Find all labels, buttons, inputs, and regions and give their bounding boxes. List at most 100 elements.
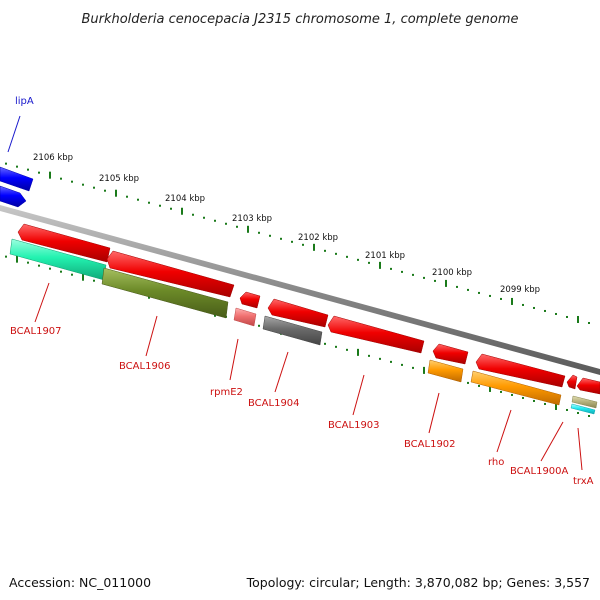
outer-ruler-major-tick <box>577 315 579 323</box>
inner-ruler-minor-tick <box>533 399 535 402</box>
inner-ruler-minor-tick <box>544 402 546 405</box>
outer-ruler-minor-tick <box>566 315 568 318</box>
outer-ruler-minor-tick <box>280 237 282 240</box>
outer-ruler-minor-tick <box>478 291 480 294</box>
outer-ruler-minor-tick <box>170 207 172 210</box>
gene-rpmE2-arrow[interactable] <box>239 291 261 309</box>
map-title: Burkholderia cenocepacia J2315 chromosom… <box>81 12 518 27</box>
inner-ruler-minor-tick <box>412 366 414 369</box>
outer-ruler-major-tick <box>379 261 381 269</box>
outer-ruler-minor-tick <box>412 273 414 276</box>
gene-BCAL1900A-arrow[interactable] <box>566 374 578 390</box>
outer-ruler-minor-tick <box>489 294 491 297</box>
outer-ruler-major-tick <box>247 225 249 233</box>
gene-BCAL1906-arrow[interactable] <box>106 250 235 298</box>
gene-trxA-product[interactable] <box>571 395 598 409</box>
leader-BCAL1904 <box>274 351 289 393</box>
outer-ruler-minor-tick <box>401 270 403 273</box>
outer-ruler-minor-tick <box>555 312 557 315</box>
gene-label-BCAL1902[interactable]: BCAL1902 <box>404 439 456 450</box>
leader-BCAL1900A <box>540 421 564 462</box>
outer-ruler-minor-tick <box>269 234 271 237</box>
gene-BCAL1904-product[interactable] <box>262 315 323 346</box>
gene-lipA-arrow[interactable] <box>0 166 34 192</box>
outer-ruler-minor-tick <box>423 276 425 279</box>
gene-trxA-product-2[interactable] <box>570 403 596 415</box>
inner-ruler-minor-tick <box>511 393 513 396</box>
outer-ruler-minor-tick <box>104 189 106 192</box>
inner-ruler-minor-tick <box>467 381 469 384</box>
inner-ruler-minor-tick <box>577 411 579 414</box>
inner-ruler-minor-tick <box>71 273 73 276</box>
gene-label-rho[interactable]: rho <box>488 457 504 468</box>
outer-ruler-minor-tick <box>357 258 359 261</box>
forward-strand-features <box>0 166 34 208</box>
gene-BCAL1902-arrow[interactable] <box>432 343 469 365</box>
inner-ruler-minor-tick <box>93 279 95 282</box>
gene-BCAL1907-arrow[interactable] <box>17 223 111 263</box>
outer-ruler-minor-tick <box>203 216 205 219</box>
tick-label-2106: 2106 kbp <box>33 153 73 163</box>
outer-ruler-minor-tick <box>390 267 392 270</box>
inner-ruler-major-tick <box>489 384 491 392</box>
inner-ruler-minor-tick <box>324 342 326 345</box>
leader-BCAL1903 <box>352 374 365 416</box>
gene-label-BCAL1906[interactable]: BCAL1906 <box>119 361 171 372</box>
inner-ruler-minor-tick <box>5 255 7 258</box>
gene-label-trxA[interactable]: trxA <box>573 476 594 487</box>
gene-rho-arrow[interactable] <box>475 353 566 388</box>
outer-ruler-minor-tick <box>346 255 348 258</box>
gene-label-rpmE2[interactable]: rpmE2 <box>210 387 243 398</box>
gene-label-BCAL1907[interactable]: BCAL1907 <box>10 326 62 337</box>
outer-ruler-major-tick <box>445 279 447 287</box>
gene-rpmE2-product[interactable] <box>233 307 257 327</box>
outer-ruler-minor-tick <box>71 180 73 183</box>
outer-ruler-minor-tick <box>214 219 216 222</box>
inner-ruler-minor-tick <box>500 390 502 393</box>
inner-ruler-major-tick <box>82 273 84 281</box>
outer-ruler-minor-tick <box>82 183 84 186</box>
inner-ruler-minor-tick <box>27 261 29 264</box>
gene-label-BCAL1900A[interactable]: BCAL1900A <box>510 466 569 477</box>
inner-ruler-minor-tick <box>60 270 62 273</box>
tick-label-2104: 2104 kbp <box>165 194 205 204</box>
outer-ruler-major-tick <box>49 171 51 179</box>
tick-label-2099: 2099 kbp <box>500 285 540 295</box>
outer-ruler-major-tick <box>313 243 315 251</box>
leader-rho <box>496 409 512 453</box>
outer-ruler-minor-tick <box>368 261 370 264</box>
outer-ruler-minor-tick <box>126 195 128 198</box>
reverse-strand-cds <box>17 223 600 395</box>
inner-ruler-minor-tick <box>38 264 40 267</box>
inner-ruler-minor-tick <box>390 360 392 363</box>
outer-ruler-minor-tick <box>533 306 535 309</box>
gene-label-BCAL1904[interactable]: BCAL1904 <box>248 398 300 409</box>
outer-ruler-minor-tick <box>148 201 150 204</box>
gene-rho-product[interactable] <box>470 370 562 406</box>
outer-ruler-minor-tick <box>258 231 260 234</box>
outer-ruler-minor-tick <box>302 243 304 246</box>
gene-BCAL1902-product[interactable] <box>427 359 464 383</box>
outer-ruler-minor-tick <box>544 309 546 312</box>
genome-summary: Topology: circular; Length: 3,870,082 bp… <box>246 575 590 590</box>
inner-ruler-major-tick <box>423 366 425 374</box>
tick-label-2105: 2105 kbp <box>99 174 139 184</box>
tick-labels: 2106 kbp 2105 kbp 2104 kbp 2103 kbp 2102… <box>33 153 540 295</box>
gene-BCAL1903-arrow[interactable] <box>327 315 425 354</box>
inner-ruler-minor-tick <box>258 324 260 327</box>
gene-label-BCAL1903[interactable]: BCAL1903 <box>328 420 380 431</box>
outer-ruler-minor-tick <box>335 252 337 255</box>
outer-ruler-major-tick <box>181 207 183 215</box>
gene-BCAL1904-arrow[interactable] <box>267 298 329 328</box>
inner-ruler-minor-tick <box>401 363 403 366</box>
inner-ruler-major-tick <box>16 255 18 263</box>
outer-ruler-minor-tick <box>137 198 139 201</box>
leader-trxA <box>577 427 583 471</box>
gene-label-lipA[interactable]: lipA <box>15 96 34 107</box>
outer-ruler-minor-tick <box>38 171 40 174</box>
gene-trxA-arrow[interactable] <box>576 377 600 395</box>
leader-BCAL1906 <box>145 315 158 357</box>
gene-BCAL1906-product[interactable] <box>101 267 229 319</box>
accession-label: Accession: NC_011000 <box>9 575 151 590</box>
